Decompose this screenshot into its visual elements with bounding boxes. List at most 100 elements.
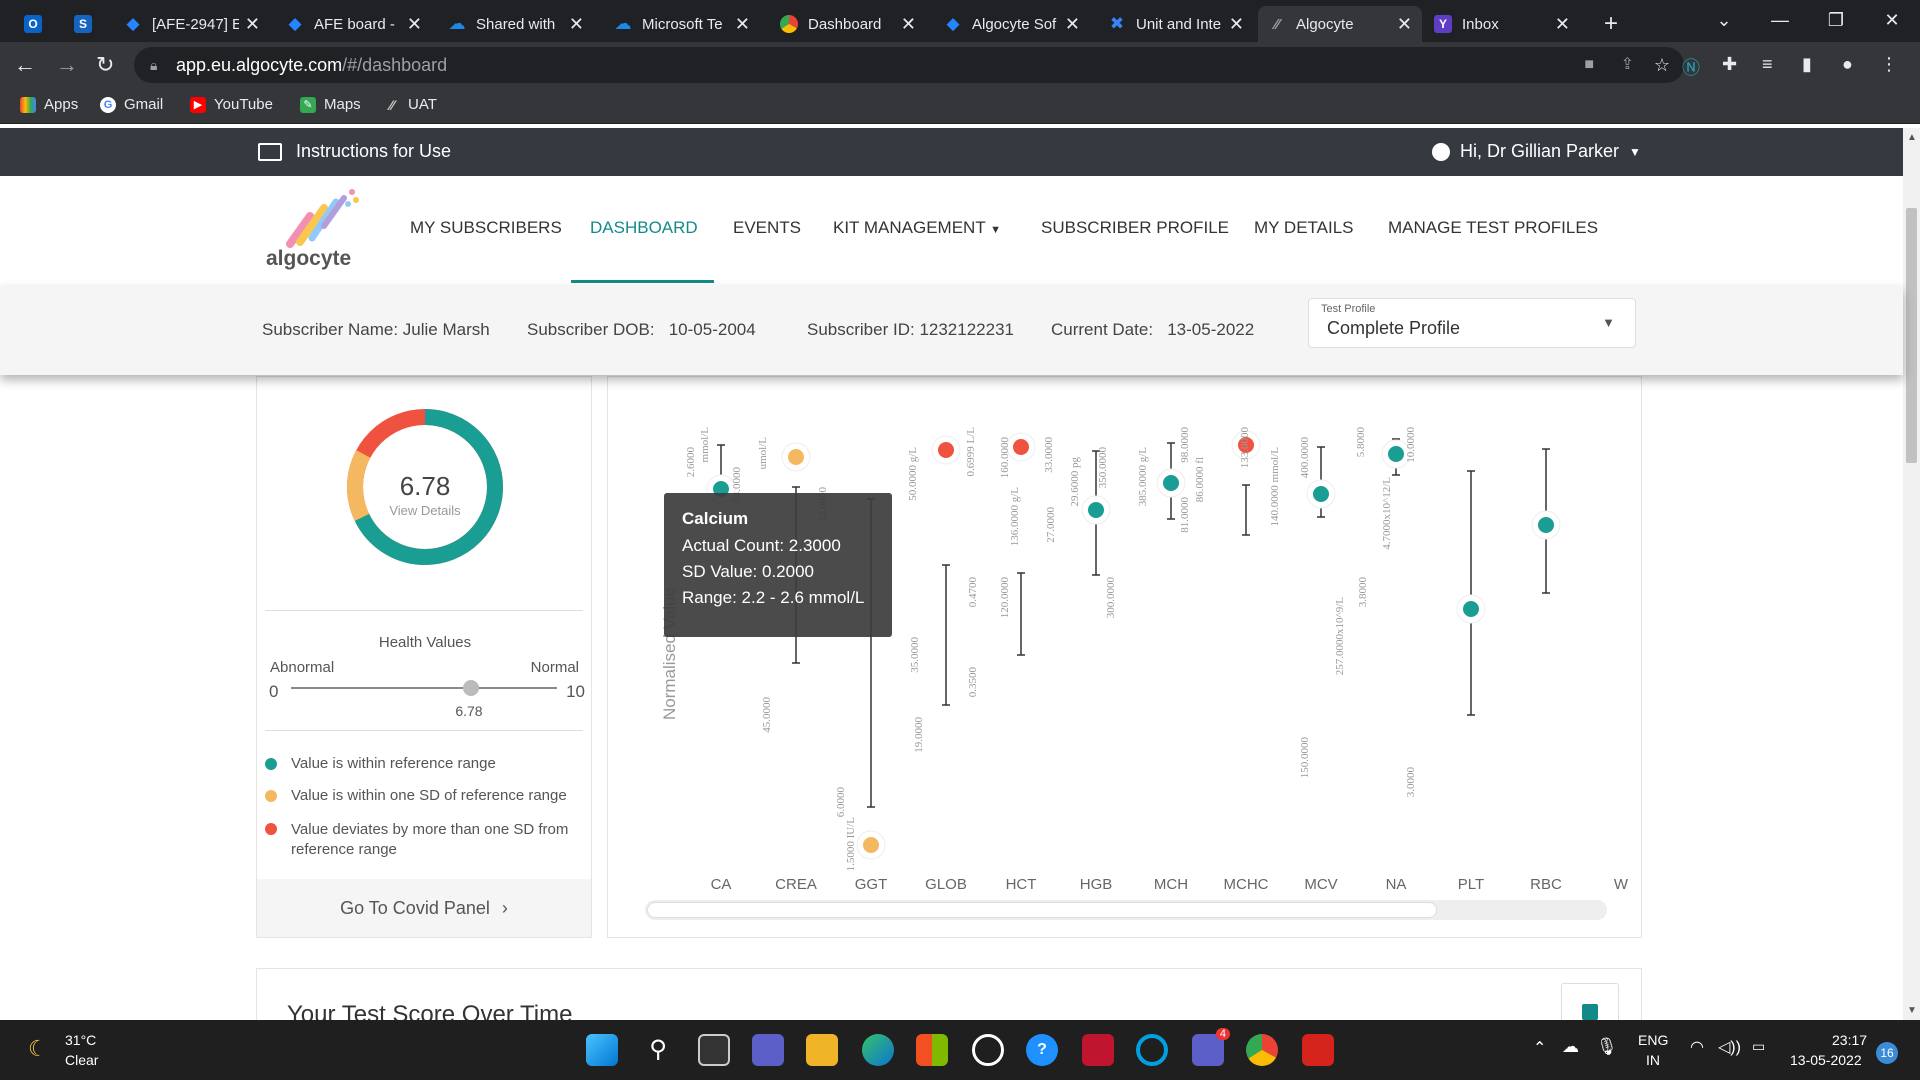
profile-icon[interactable]: ● [1842,54,1853,74]
wifi-icon[interactable]: ◠ [1690,1039,1704,1056]
wordpress-icon[interactable] [972,1034,1004,1066]
mcafee-icon[interactable] [1082,1034,1114,1066]
new-tab-button[interactable]: + [1604,10,1619,37]
scroll-down-icon[interactable]: ▼ [1907,1005,1917,1016]
health-slider-knob[interactable] [463,680,480,696]
data-point-glob[interactable] [938,442,954,458]
nav-my-subscribers[interactable]: MY SUBSCRIBERS [410,218,562,237]
scroll-up-icon[interactable]: ▲ [1907,132,1917,143]
data-point-mcv[interactable] [1313,486,1329,502]
window-close-icon[interactable]: ✕ [1884,10,1900,30]
nav-dashboard[interactable]: DASHBOARD [590,218,698,237]
scrollbar-thumb[interactable] [647,902,1437,918]
nav-events[interactable]: EVENTS [733,218,802,237]
instructions-link[interactable]: Instructions for Use [258,141,451,162]
bookmark-uat[interactable]: ⁄⁄ UAT [384,96,437,113]
restore-icon[interactable]: ❐ [1827,10,1845,30]
tab-afe-2947[interactable]: ◆ [AFE-2947] E ✕ [114,6,270,42]
back-icon[interactable]: ← [14,52,36,77]
data-point-mch[interactable] [1163,475,1179,491]
weather-desc[interactable]: Clear [65,1052,99,1068]
tab-outlook[interactable]: O [14,6,64,42]
page-scrollbar-thumb[interactable] [1906,208,1917,463]
battery-icon[interactable]: ▭ [1752,1038,1766,1054]
view-details-link[interactable]: View Details [389,503,461,518]
clock-time[interactable]: 23:17 [1832,1032,1868,1048]
search-icon[interactable]: ⚲ [649,1036,667,1063]
windows-start-icon[interactable] [586,1034,618,1066]
data-point-na[interactable] [1388,446,1404,462]
close-icon[interactable]: ✕ [406,13,422,34]
data-point-hct[interactable] [1013,439,1029,455]
tab-algocyte[interactable]: ⁄⁄ Algocyte ✕ [1258,6,1422,42]
file-explorer-icon[interactable] [806,1034,838,1066]
nav-my-details[interactable]: MY DETAILS [1254,218,1354,237]
close-icon[interactable]: ✕ [1228,13,1244,34]
store-icon[interactable] [916,1034,948,1066]
reload-icon[interactable]: ↻ [96,52,115,77]
extension-n-icon[interactable]: Ⓝ [1682,58,1700,78]
data-point-plt[interactable] [1463,601,1479,617]
notification-badge[interactable]: 16 [1876,1042,1898,1064]
page-scrollbar[interactable]: ▲ ▼ [1903,128,1920,1020]
bookmark-apps[interactable]: Apps [20,96,78,113]
clock-date[interactable]: 13-05-2022 [1790,1052,1862,1068]
acrobat-icon[interactable] [1302,1034,1334,1066]
bookmark-star-icon[interactable]: ☆ [1653,55,1670,75]
menu-icon[interactable]: ⋮ [1880,54,1898,74]
algocyte-logo[interactable]: algocyte [266,186,366,276]
share-icon[interactable]: ⇪ [1620,56,1634,73]
forward-icon[interactable]: → [56,52,78,77]
data-point-mchc[interactable] [1238,437,1254,453]
covid-panel-link[interactable]: Go To Covid Panel › [257,879,591,937]
reading-list-icon[interactable]: ≡ [1762,54,1773,74]
chrome-taskbar-icon[interactable] [1246,1034,1278,1066]
data-point-rbc[interactable] [1538,517,1554,533]
data-point-ggt[interactable] [863,837,879,853]
task-view-icon[interactable] [698,1034,730,1066]
nav-manage-test-profiles[interactable]: MANAGE TEST PROFILES [1388,218,1599,237]
close-icon[interactable]: ✕ [244,13,260,34]
cortana-icon[interactable] [1136,1034,1168,1066]
onedrive-tray-icon[interactable]: ☁ [1562,1037,1579,1056]
tab-dashboard[interactable]: Dashboard ✕ [770,6,926,42]
url-bar[interactable]: 🔒︎ app.eu.algocyte.com/#/dashboard ■ ⇪ ☆ [134,47,1684,83]
weather-temp[interactable]: 31°C [65,1032,97,1048]
bookmark-youtube[interactable]: ▶ YouTube [190,96,273,113]
tab-inbox[interactable]: Y Inbox ✕ [1424,6,1580,42]
camera-icon[interactable]: ■ [1584,56,1594,73]
edge-icon[interactable] [862,1034,894,1066]
side-panel-icon[interactable]: ▮ [1802,54,1812,74]
tab-shared-with[interactable]: ☁ Shared with ✕ [438,6,594,42]
teams-icon[interactable]: 4 [1192,1028,1230,1066]
user-menu[interactable]: Hi, Dr Gillian Parker ▼ [1432,141,1641,162]
show-hidden-icons[interactable]: ⌃ [1533,1040,1547,1057]
nav-kit-management[interactable]: KIT MANAGEMENT ▼ [833,218,1001,238]
tab-microsoft-teams[interactable]: ☁ Microsoft Te ✕ [604,6,760,42]
close-icon[interactable]: ✕ [1396,13,1412,34]
volume-icon[interactable]: ◁)) [1718,1039,1741,1056]
language-region[interactable]: IN [1646,1052,1660,1068]
tab-search-icon[interactable]: ⌄ [1716,10,1732,30]
close-icon[interactable]: ✕ [734,13,750,34]
tab-algocyte-software[interactable]: ◆ Algocyte Sof ✕ [934,6,1090,42]
test-profile-select[interactable]: Test Profile Complete Profile ▼ [1308,298,1636,348]
close-icon[interactable]: ✕ [1064,13,1080,34]
minimize-icon[interactable]: — [1771,10,1789,30]
tab-afe-board[interactable]: ◆ AFE board - ✕ [276,6,432,42]
data-point-hgb[interactable] [1088,502,1104,518]
tab-sharepoint[interactable]: S [64,6,114,42]
data-point-crea[interactable] [788,449,804,465]
teams-chat-icon[interactable] [752,1034,784,1066]
close-icon[interactable]: ✕ [568,13,584,34]
bookmark-maps[interactable]: ✎ Maps [300,96,361,113]
extensions-icon[interactable]: ✚ [1722,54,1738,74]
close-icon[interactable]: ✕ [1554,13,1570,34]
close-icon[interactable]: ✕ [900,13,916,34]
tab-unit-integration[interactable]: ✖ Unit and Inte ✕ [1098,6,1254,42]
help-icon[interactable]: ? [1026,1034,1058,1066]
nav-subscriber-profile[interactable]: SUBSCRIBER PROFILE [1041,218,1229,237]
chart-horizontal-scrollbar[interactable] [645,900,1607,920]
language-indicator[interactable]: ENG [1638,1032,1669,1048]
microphone-icon[interactable]: 🎙︎ [1596,1037,1618,1056]
